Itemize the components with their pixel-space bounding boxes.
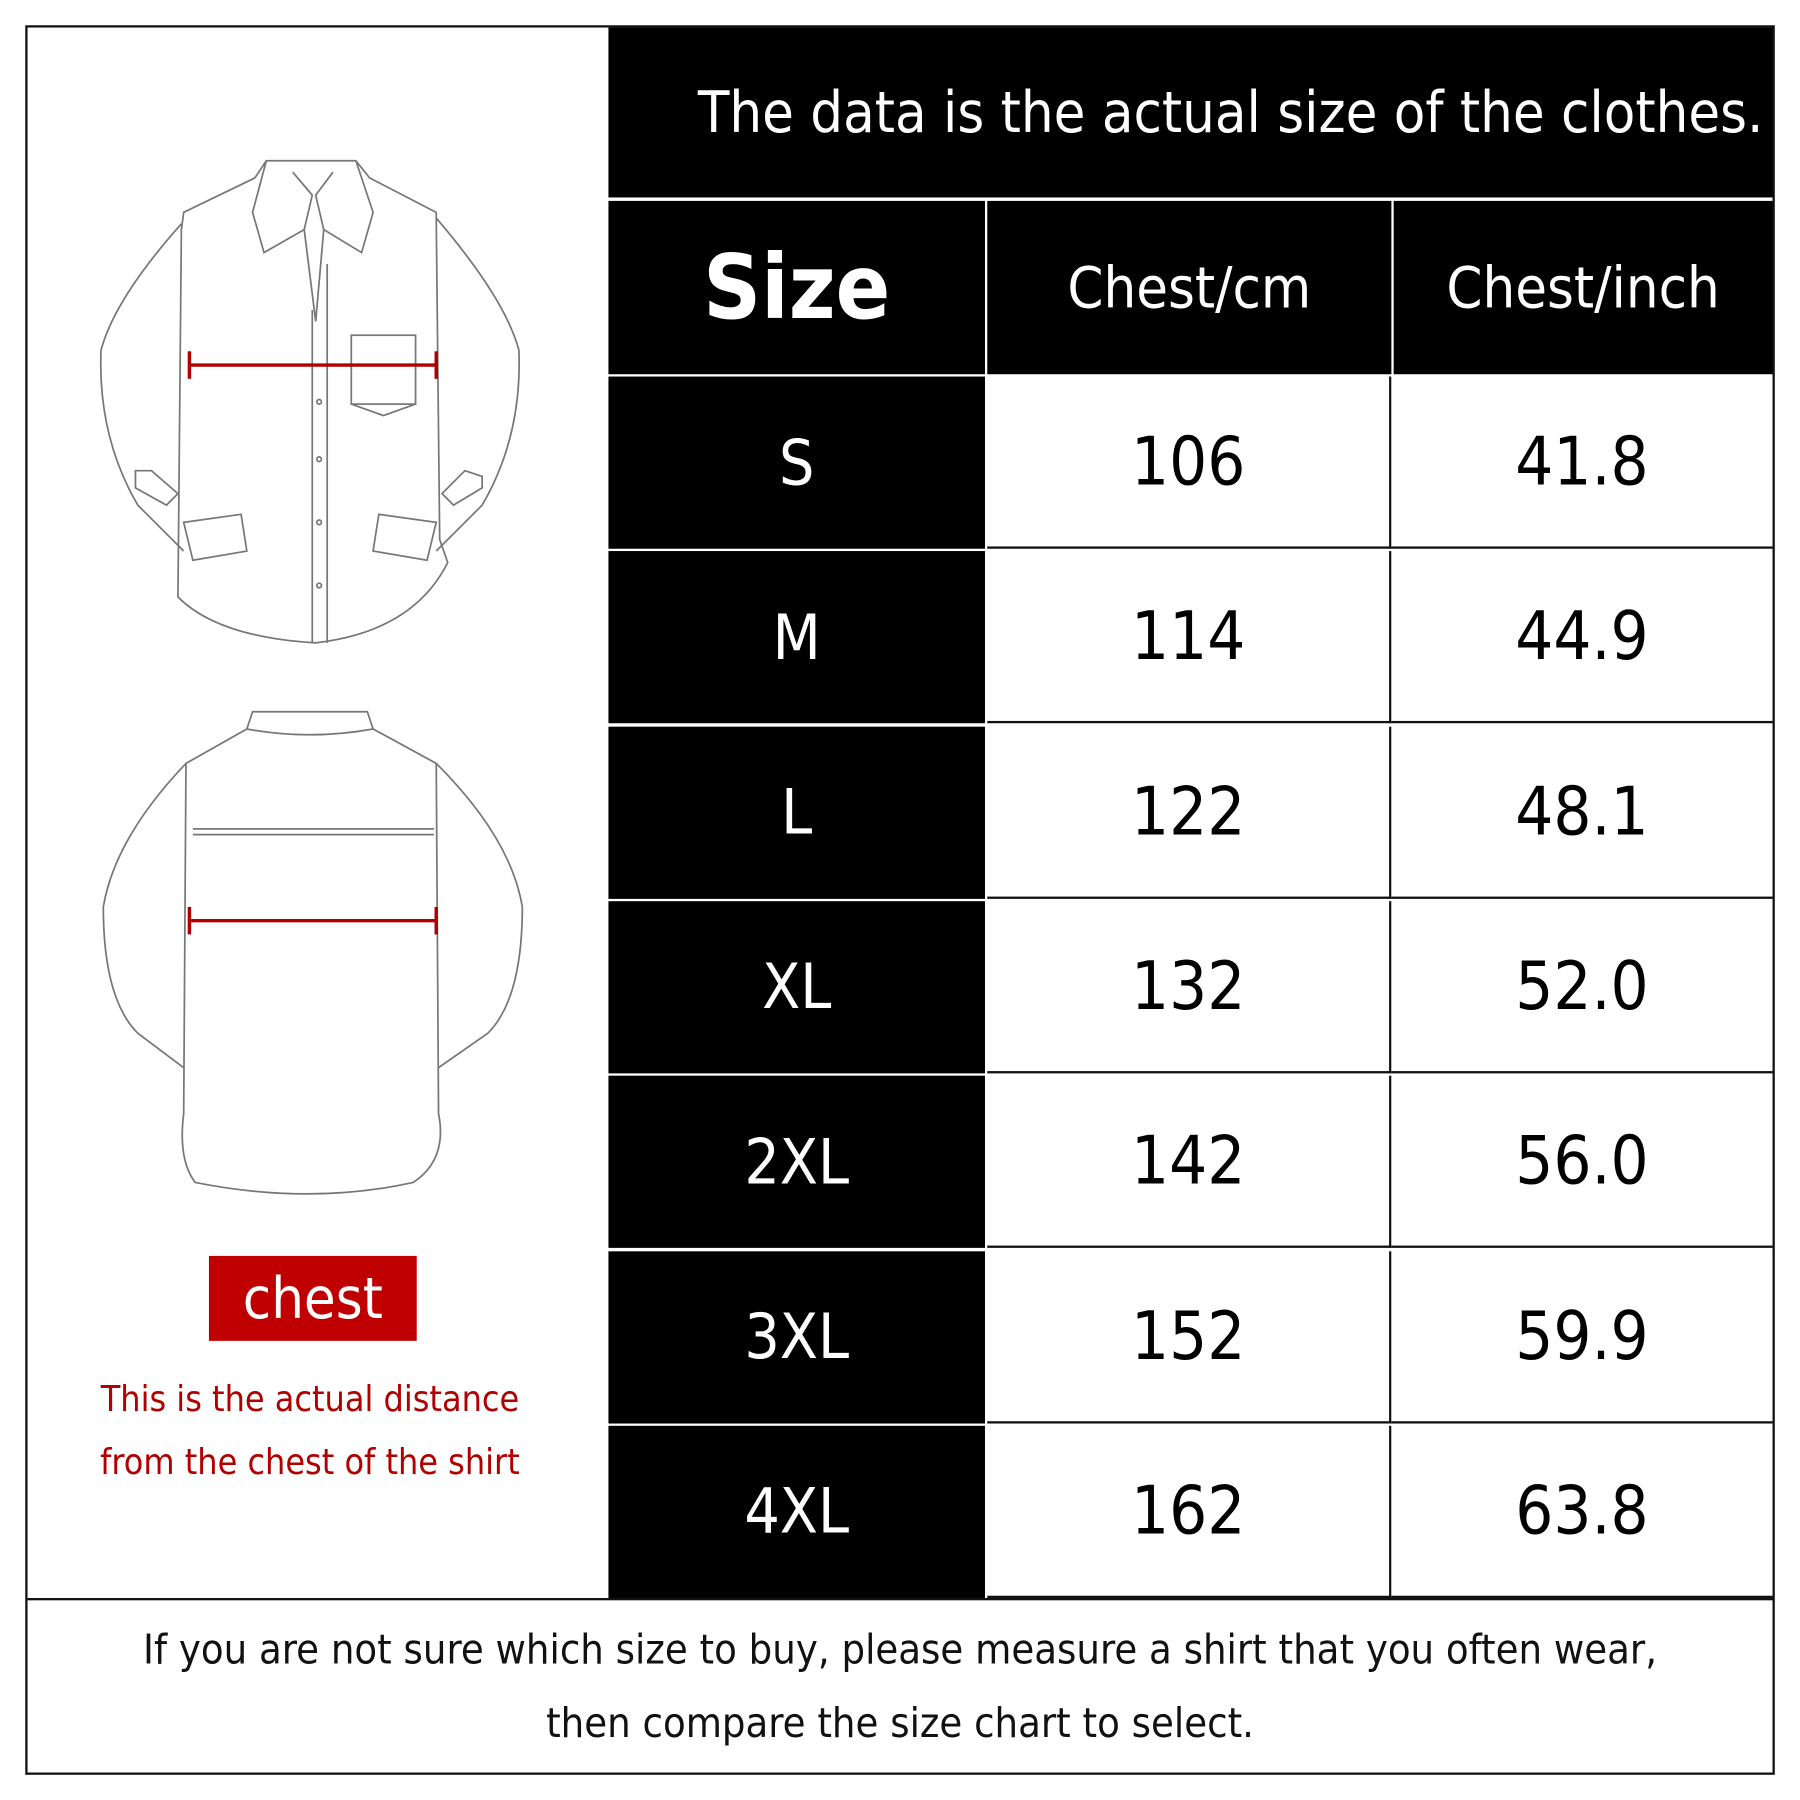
size-cell: XL (608, 901, 985, 1074)
header-chest-cm: Chest/cm (987, 200, 1392, 375)
header-size: Size (608, 200, 985, 375)
chest-cm-cell: 132 (987, 901, 1392, 1074)
chest-inch-cell: 56.0 (1391, 1075, 1773, 1249)
chest-cm-cell: 162 (987, 1425, 1392, 1598)
chest-inch-cell: 52.0 (1391, 901, 1773, 1074)
chest-inch-cell: 44.9 (1391, 551, 1773, 724)
chest-explanation-line-1: This is the actual distance (100, 1378, 520, 1421)
chest-inch-cell: 41.8 (1391, 376, 1773, 549)
chest-label-badge: chest (208, 1255, 417, 1341)
footer-note-line-1: If you are not sure which size to buy, p… (143, 1626, 1658, 1674)
header-chest-inch: Chest/inch (1393, 200, 1773, 375)
chest-explanation: This is the actual distance from the che… (46, 1368, 574, 1494)
shirt-front-drawing (99, 159, 521, 644)
chest-cm-cell: 114 (987, 551, 1392, 724)
shirt-back-drawing (102, 710, 524, 1195)
chest-cm-cell: 142 (987, 1075, 1392, 1249)
chest-inch-cell: 63.8 (1391, 1425, 1773, 1598)
chest-inch-cell: 59.9 (1391, 1250, 1773, 1423)
chest-explanation-line-2: from the chest of the shirt (100, 1441, 520, 1484)
size-cell: S (608, 376, 985, 549)
size-chart-frame (25, 25, 1775, 1775)
size-cell: 4XL (608, 1425, 985, 1598)
footer-note-line-2: then compare the size chart to select. (546, 1700, 1254, 1748)
chest-cm-cell: 122 (987, 726, 1392, 899)
shirt-illustrations (99, 159, 524, 1195)
size-cell: L (608, 726, 985, 899)
chest-cm-cell: 106 (987, 376, 1392, 549)
chest-inch-cell: 48.1 (1391, 726, 1773, 899)
size-cell: 2XL (608, 1075, 985, 1249)
size-cell: M (608, 551, 985, 724)
size-cell: 3XL (608, 1250, 985, 1423)
table-title: The data is the actual size of the cloth… (608, 27, 1773, 198)
footer-divider (27, 1598, 1773, 1601)
footer-note: If you are not sure which size to buy, p… (28, 1614, 1773, 1761)
chest-cm-cell: 152 (987, 1250, 1392, 1423)
